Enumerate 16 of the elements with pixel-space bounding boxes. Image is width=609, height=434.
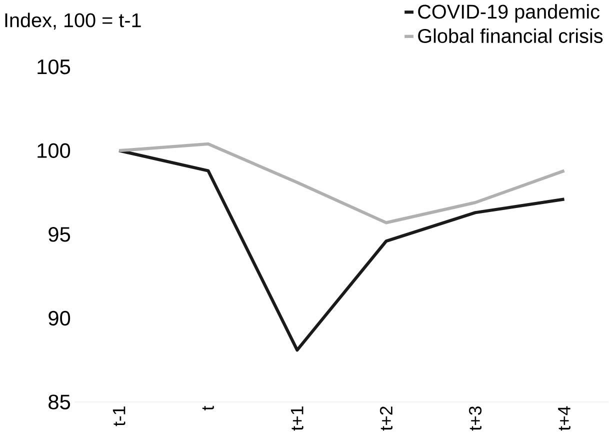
line-series (118, 148, 566, 352)
x-tick-label: t+2 (380, 406, 392, 430)
y-axis-title: Index, 100 = t-1 (5, 12, 141, 30)
y-tick-label: 95 (48, 226, 70, 242)
x-tick-label: t (202, 406, 214, 410)
line-series (118, 142, 566, 224)
y-tick-label: 105 (38, 59, 70, 74)
x-tick-label: t+1 (290, 406, 304, 430)
y-tick-label: 100 (38, 143, 70, 158)
x-tick-label: t+4 (558, 406, 570, 430)
y-tick-label: 90 (48, 310, 70, 326)
x-tick-label: t-1 (112, 406, 126, 426)
x-tick-label: t+3 (468, 406, 482, 430)
legend-label: COVID-19 pandemic (418, 4, 600, 22)
y-tick-label: 85 (48, 394, 70, 410)
legend-label: Global financial crisis (418, 28, 603, 43)
